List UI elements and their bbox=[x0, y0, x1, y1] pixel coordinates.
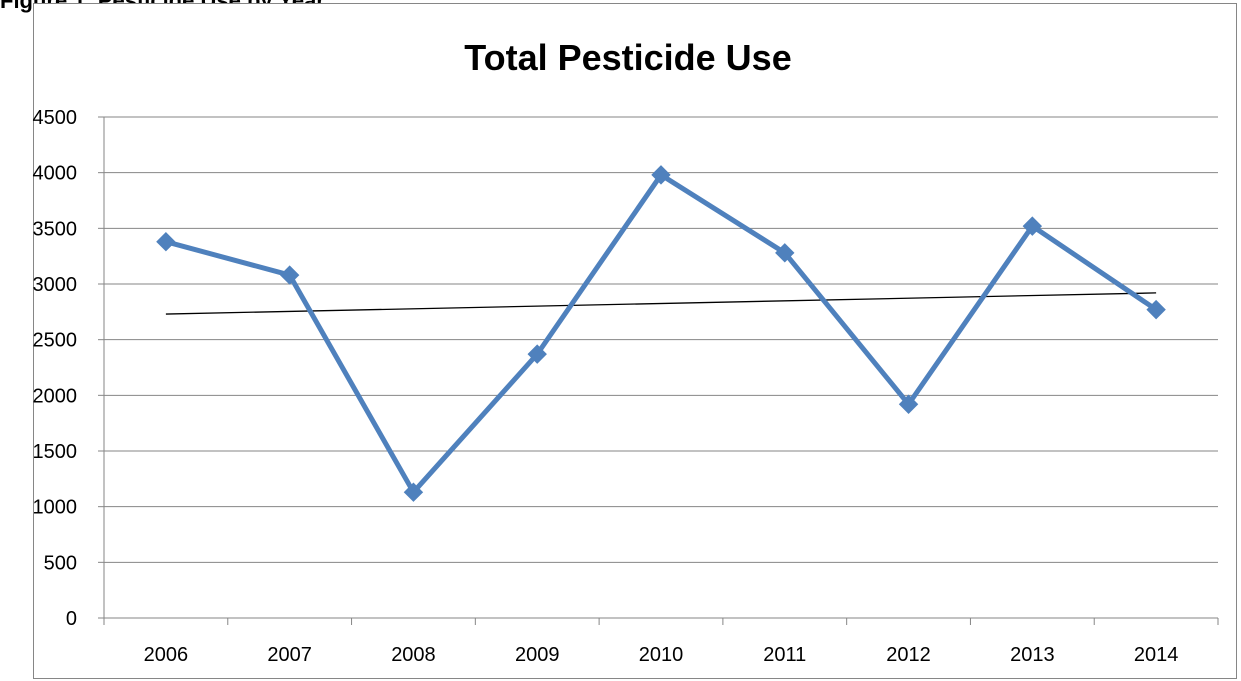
y-tick-label: 4000 bbox=[33, 163, 78, 185]
y-tick-label: 2500 bbox=[33, 330, 78, 352]
x-tick-label: 2013 bbox=[1010, 644, 1055, 666]
data-point-marker bbox=[156, 231, 176, 252]
x-axis-tick-labels: 2006 2007 2008 2009 2010 2011 2012 2013 2014 bbox=[144, 644, 1179, 666]
y-tick-label: 1500 bbox=[33, 441, 78, 463]
x-tick-label: 2014 bbox=[1134, 644, 1179, 666]
data-point-marker bbox=[775, 243, 795, 263]
x-tick-label: 2012 bbox=[886, 644, 931, 666]
x-tick-label: 2006 bbox=[144, 644, 189, 666]
y-tick-label: 3000 bbox=[33, 274, 78, 296]
y-tick-label: 4500 bbox=[33, 107, 78, 129]
x-tick-label: 2011 bbox=[763, 644, 806, 666]
chart-title: Total Pesticide Use bbox=[464, 37, 791, 78]
y-tick-label: 0 bbox=[66, 608, 77, 630]
x-tick-label: 2009 bbox=[515, 644, 560, 666]
x-tick-label: 2007 bbox=[267, 644, 312, 666]
data-point-marker bbox=[403, 482, 424, 502]
data-point-marker bbox=[898, 394, 919, 414]
data-point-marker bbox=[651, 165, 671, 185]
x-tick-label: 2008 bbox=[391, 644, 436, 666]
y-tick-label: 2000 bbox=[33, 385, 78, 407]
x-tick-label: 2010 bbox=[639, 644, 684, 666]
trendline bbox=[165, 292, 1157, 315]
axes bbox=[98, 116, 1219, 625]
y-axis-tick-labels: 0 500 1000 1500 2000 2500 3000 3500 4000 4500 bbox=[33, 107, 78, 630]
y-tick-label: 3500 bbox=[33, 218, 78, 240]
series-line bbox=[165, 172, 1158, 495]
data-point-marker bbox=[527, 344, 547, 364]
data-point-marker bbox=[1146, 299, 1166, 320]
series-group bbox=[156, 165, 1166, 502]
y-tick-label: 1000 bbox=[33, 497, 78, 519]
data-point-marker bbox=[279, 265, 300, 285]
y-tick-label: 500 bbox=[44, 552, 77, 574]
chart-frame bbox=[33, 3, 1237, 679]
data-point-marker bbox=[1022, 216, 1043, 236]
trendline-group bbox=[165, 292, 1157, 315]
